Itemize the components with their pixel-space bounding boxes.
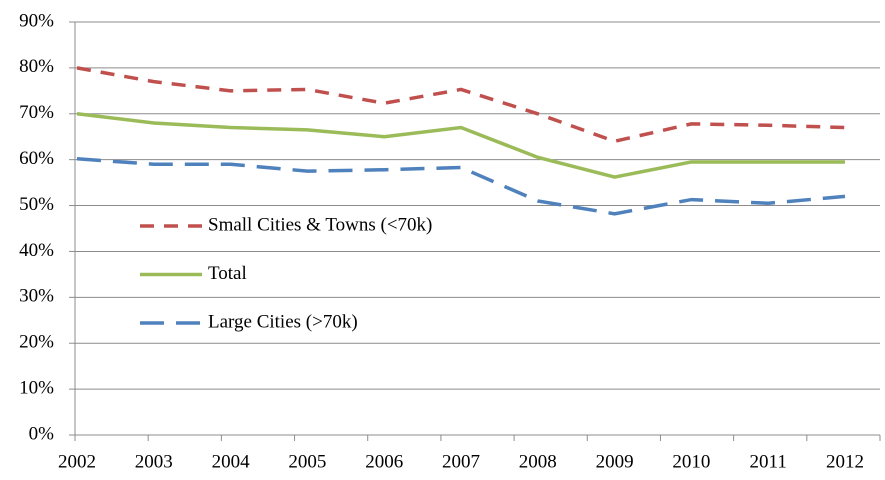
- y-tick-label: 50%: [19, 194, 54, 215]
- y-tick-label: 90%: [19, 10, 54, 31]
- x-tick-label: 2005: [288, 451, 326, 472]
- x-tick-label: 2006: [365, 451, 403, 472]
- series-line: [76, 112, 845, 179]
- y-tick-label: 0%: [29, 423, 55, 444]
- y-tick-label: 40%: [19, 240, 54, 261]
- x-tick-label: 2008: [519, 451, 557, 472]
- series-line: [76, 66, 846, 144]
- y-tick-label: 20%: [19, 332, 54, 353]
- x-tick-label: 2010: [672, 451, 710, 472]
- legend-label: Total: [208, 263, 247, 284]
- y-tick-label: 80%: [19, 56, 54, 77]
- y-tick-label: 10%: [19, 377, 54, 398]
- x-tick-label: 2004: [212, 451, 251, 472]
- x-tick-label: 2003: [135, 451, 173, 472]
- x-tick-label: 2007: [442, 451, 480, 472]
- legend-label: Small Cities & Towns (<70k): [208, 214, 432, 235]
- x-tick-label: 2002: [58, 451, 96, 472]
- y-tick-label: 30%: [19, 286, 54, 307]
- series-line: [76, 157, 846, 216]
- x-tick-label: 2012: [826, 451, 864, 472]
- x-tick-label: 2009: [596, 451, 634, 472]
- x-tick-label: 2011: [750, 451, 787, 472]
- y-tick-label: 70%: [19, 102, 54, 123]
- legend-label: Large Cities (>70k): [208, 311, 358, 332]
- y-tick-label: 60%: [19, 148, 54, 169]
